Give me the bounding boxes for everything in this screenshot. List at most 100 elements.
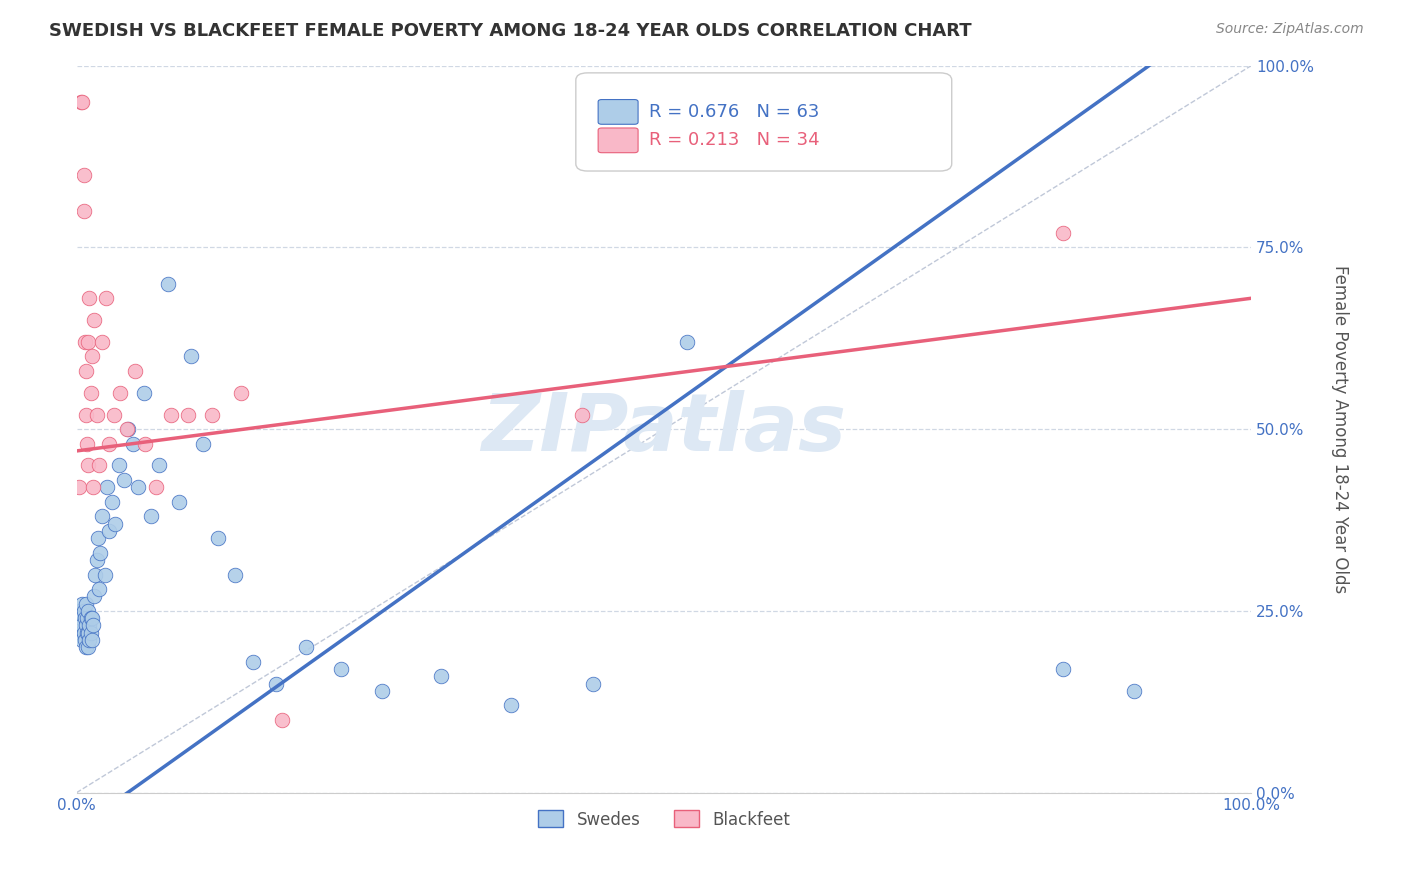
- Point: [76, 436, 98, 450]
- Point: [86, 408, 108, 422]
- Point: [79, 625, 101, 640]
- FancyBboxPatch shape: [598, 100, 638, 124]
- Point: [73, 334, 96, 349]
- Point: [72, 632, 94, 647]
- Point: [73, 632, 96, 647]
- Point: [82, 480, 104, 494]
- Point: [132, 385, 155, 400]
- Y-axis label: Female Poverty Among 18-24 Year Olds: Female Poverty Among 18-24 Year Olds: [1331, 265, 1348, 593]
- Point: [75, 597, 97, 611]
- Point: [294, 640, 316, 655]
- Point: [101, 495, 124, 509]
- Point: [108, 458, 131, 473]
- Point: [83, 313, 105, 327]
- Point: [139, 509, 162, 524]
- Point: [70, 611, 93, 625]
- Point: [72, 625, 94, 640]
- Point: [70, 625, 93, 640]
- Point: [127, 480, 149, 494]
- Point: [159, 408, 181, 422]
- Point: [96, 480, 118, 494]
- Point: [75, 408, 97, 422]
- Point: [94, 567, 117, 582]
- Point: [79, 385, 101, 400]
- Point: [224, 567, 246, 582]
- Point: [79, 291, 101, 305]
- Point: [77, 458, 100, 473]
- Point: [84, 567, 107, 582]
- Point: [103, 408, 125, 422]
- Point: [77, 625, 100, 640]
- Point: [329, 662, 352, 676]
- Point: [676, 334, 699, 349]
- Point: [72, 618, 94, 632]
- Point: [229, 385, 252, 400]
- Point: [1122, 684, 1144, 698]
- Point: [201, 408, 224, 422]
- Point: [148, 458, 170, 473]
- Point: [79, 611, 101, 625]
- Point: [1052, 662, 1074, 676]
- Point: [271, 713, 294, 727]
- FancyBboxPatch shape: [598, 128, 638, 153]
- Point: [94, 291, 117, 305]
- Text: R = 0.213   N = 34: R = 0.213 N = 34: [648, 131, 820, 149]
- Point: [193, 436, 215, 450]
- Point: [112, 473, 135, 487]
- Point: [86, 553, 108, 567]
- Point: [429, 669, 451, 683]
- Legend: Swedes, Blackfeet: Swedes, Blackfeet: [531, 804, 796, 835]
- Point: [124, 364, 146, 378]
- Point: [80, 350, 103, 364]
- Point: [67, 480, 90, 494]
- Point: [67, 618, 90, 632]
- Point: [72, 597, 94, 611]
- Point: [77, 334, 100, 349]
- Point: [70, 95, 93, 109]
- Point: [75, 364, 97, 378]
- Point: [179, 350, 201, 364]
- Text: ZIPatlas: ZIPatlas: [481, 390, 846, 468]
- Point: [145, 480, 167, 494]
- Point: [167, 495, 190, 509]
- Point: [76, 625, 98, 640]
- Point: [264, 676, 287, 690]
- Point: [76, 611, 98, 625]
- Point: [108, 385, 131, 400]
- Point: [80, 611, 103, 625]
- Point: [104, 516, 127, 531]
- Point: [582, 676, 605, 690]
- Point: [72, 168, 94, 182]
- Point: [134, 436, 156, 450]
- Point: [87, 582, 110, 596]
- Point: [86, 531, 108, 545]
- Point: [72, 604, 94, 618]
- Point: [501, 698, 523, 713]
- Point: [73, 611, 96, 625]
- Point: [98, 436, 121, 450]
- Point: [1052, 226, 1074, 240]
- Point: [80, 632, 103, 647]
- Point: [89, 546, 111, 560]
- Point: [242, 655, 264, 669]
- Text: R = 0.676   N = 63: R = 0.676 N = 63: [648, 103, 820, 121]
- Point: [91, 334, 114, 349]
- Point: [157, 277, 180, 291]
- FancyBboxPatch shape: [576, 73, 952, 171]
- Point: [177, 408, 200, 422]
- Point: [79, 618, 101, 632]
- Point: [72, 204, 94, 219]
- Point: [79, 632, 101, 647]
- Point: [571, 408, 593, 422]
- Point: [207, 531, 229, 545]
- Point: [98, 524, 121, 538]
- Text: SWEDISH VS BLACKFEET FEMALE POVERTY AMONG 18-24 YEAR OLDS CORRELATION CHART: SWEDISH VS BLACKFEET FEMALE POVERTY AMON…: [49, 22, 972, 40]
- Point: [83, 590, 105, 604]
- Point: [117, 422, 139, 436]
- Point: [69, 604, 91, 618]
- Point: [122, 436, 145, 450]
- Point: [75, 618, 97, 632]
- Point: [115, 422, 138, 436]
- Point: [72, 95, 94, 109]
- Point: [87, 458, 110, 473]
